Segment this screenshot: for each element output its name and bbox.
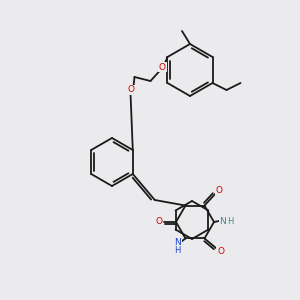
Text: O: O (217, 247, 224, 256)
Text: N: N (220, 217, 226, 226)
Text: O: O (159, 62, 166, 71)
Text: H: H (174, 246, 181, 255)
Text: O: O (216, 186, 223, 195)
Text: H: H (227, 217, 233, 226)
Text: O: O (155, 218, 163, 226)
Text: O: O (128, 85, 135, 94)
Text: N: N (174, 238, 181, 247)
